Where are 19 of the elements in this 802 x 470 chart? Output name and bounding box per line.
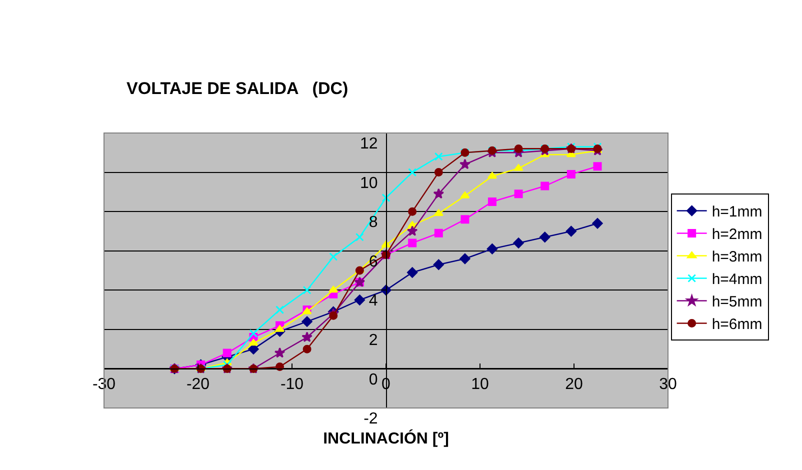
legend-label: h=6mm xyxy=(712,316,762,334)
y-tick-label: 2 xyxy=(368,332,378,350)
x-tick-label: 10 xyxy=(471,376,489,393)
y-tick-label: 12 xyxy=(360,136,378,153)
legend-label: h=5mm xyxy=(712,294,762,311)
y-tick-label: 8 xyxy=(368,214,378,232)
x-tick-label: 30 xyxy=(659,376,677,393)
y-tick-label: 4 xyxy=(368,292,378,310)
legend-label: h=2mm xyxy=(712,226,762,244)
legend-label: h=3mm xyxy=(712,248,762,266)
y-tick-label: -2 xyxy=(364,410,378,428)
legend-label: h=4mm xyxy=(712,271,762,288)
legend-label: h=1mm xyxy=(712,204,762,221)
x-tick-label: -20 xyxy=(186,376,210,393)
chart-title: VOLTAJE DE SALIDA (DC) xyxy=(126,78,348,98)
x-tick-label: -10 xyxy=(280,376,304,393)
y-tick-label: 10 xyxy=(360,174,378,192)
x-tick-label: 20 xyxy=(565,376,583,393)
x-axis-title: INCLINACIÓN [º] xyxy=(323,428,449,448)
